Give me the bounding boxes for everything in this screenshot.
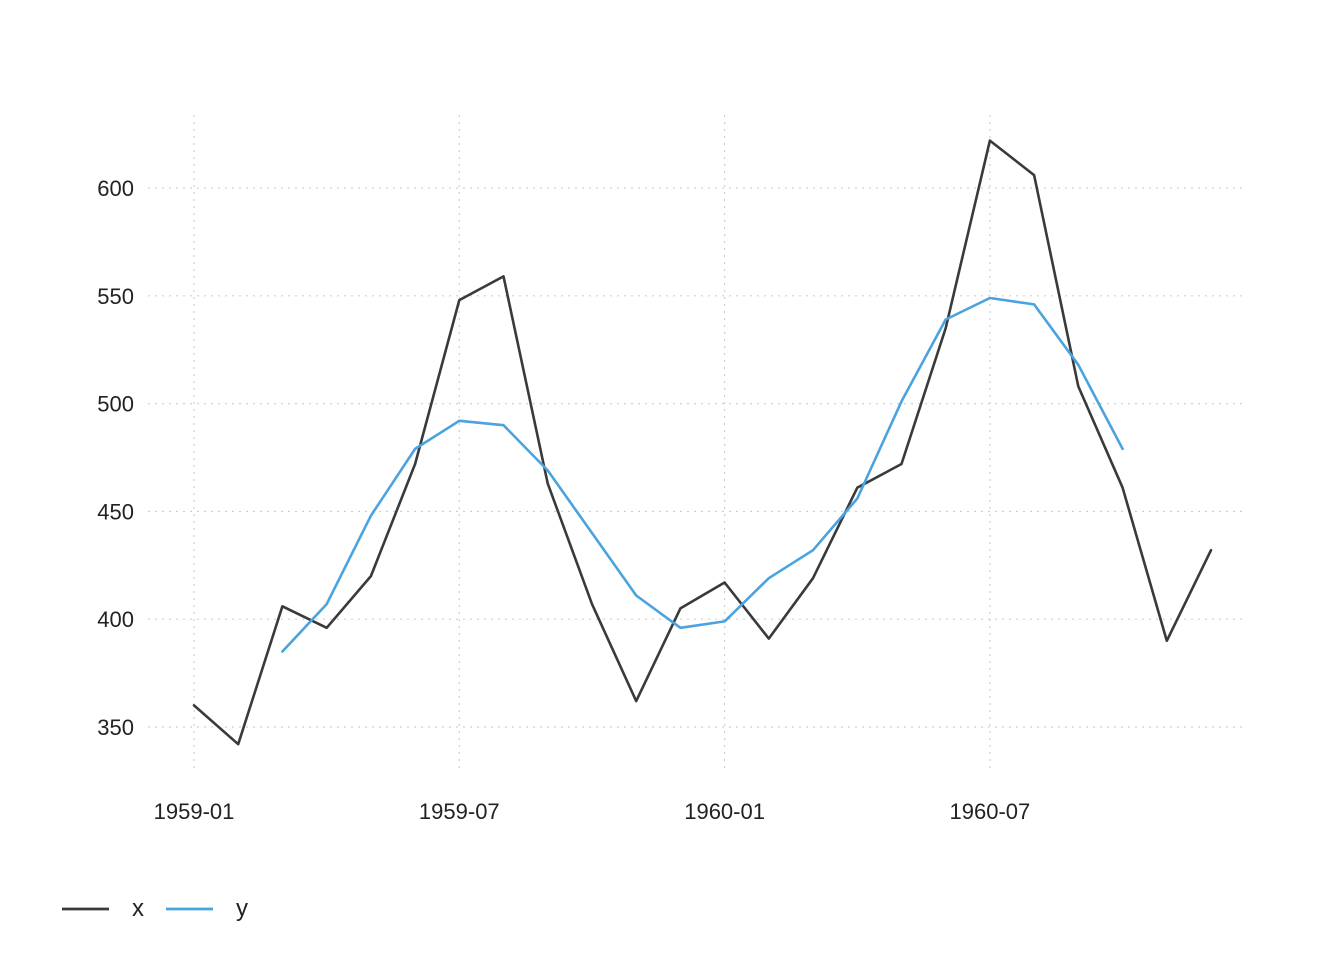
legend-label-y: y (236, 895, 248, 922)
series-line-y (281, 296, 1124, 653)
x-tick-label-1959-01: 1959-01 (154, 799, 235, 824)
legend-label-x: x (132, 895, 144, 922)
y-axis-ticks: 350 400 450 500 550 600 (97, 176, 134, 740)
y-tick-label-550: 550 (97, 284, 134, 309)
y-tick-label-400: 400 (97, 607, 134, 632)
y-tick-label-600: 600 (97, 176, 134, 201)
series-lines (192, 139, 1213, 746)
grid (148, 115, 1246, 770)
x-tick-label-1960-07: 1960-07 (950, 799, 1031, 824)
x-axis-ticks: 1959-01 1959-07 1960-01 1960-07 (154, 799, 1031, 824)
x-tick-label-1959-07: 1959-07 (419, 799, 500, 824)
y-tick-label-500: 500 (97, 392, 134, 417)
y-tick-label-350: 350 (97, 715, 134, 740)
series-line-x (192, 139, 1213, 746)
x-tick-label-1960-01: 1960-01 (684, 799, 765, 824)
y-tick-label-450: 450 (97, 499, 134, 524)
